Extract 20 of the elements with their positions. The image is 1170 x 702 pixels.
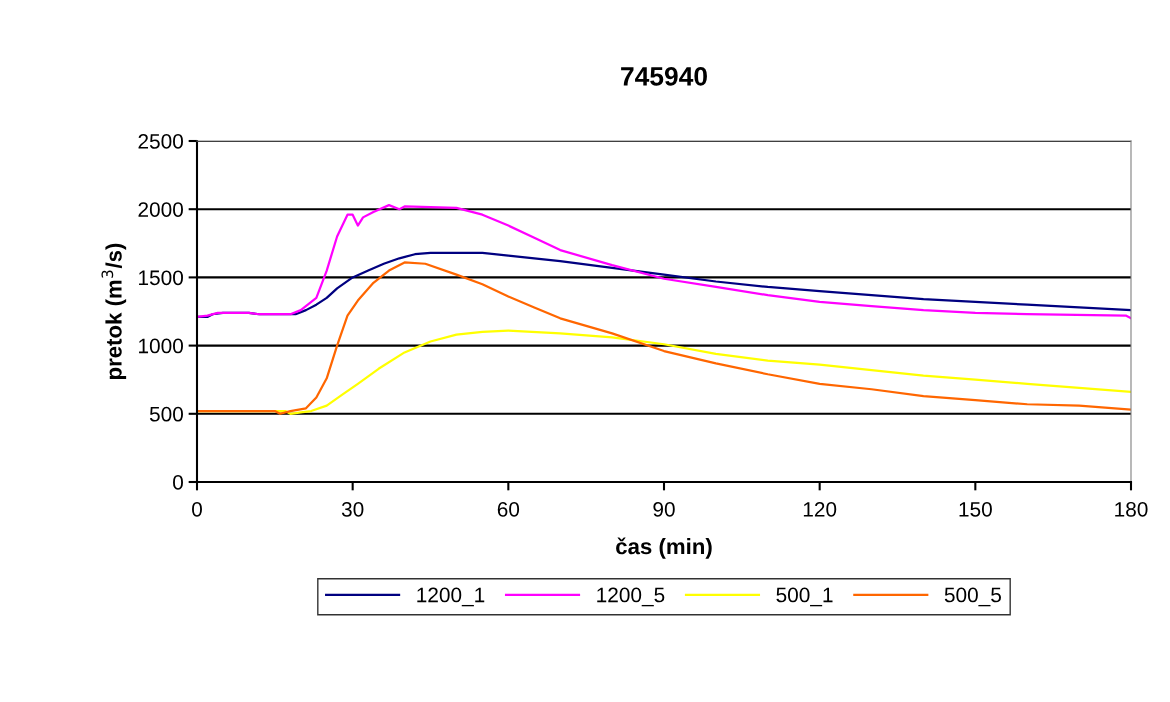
x-tick-label: 120 (803, 501, 837, 517)
y-tick-label: 1500 (139, 270, 183, 286)
y-tick-label: 2000 (138, 202, 183, 217)
legend-label: 500_5 (944, 587, 1001, 607)
y-tick-label: 1000 (139, 338, 183, 354)
y-tick-label: 0 (173, 475, 183, 490)
legend-label: 1200_1 (417, 587, 485, 607)
x-tick-label: 150 (959, 501, 992, 517)
y-tick-label: 2500 (138, 134, 183, 149)
legend-label: 1200_5 (597, 587, 665, 607)
y-axis-title: pretok (m$^{3}$/s) (101, 243, 127, 380)
x-axis-title: čas (min) (616, 537, 712, 559)
chart-title: 745940 (621, 67, 707, 86)
x-tick-label: 30 (341, 501, 364, 517)
x-tick-label: 0 (192, 501, 202, 517)
x-tick-label: 180 (1115, 501, 1148, 517)
y-tick-label: 500 (149, 406, 183, 422)
x-tick-label: 60 (497, 501, 520, 517)
legend-label: 500_1 (776, 587, 833, 607)
x-tick-label: 90 (653, 501, 675, 517)
